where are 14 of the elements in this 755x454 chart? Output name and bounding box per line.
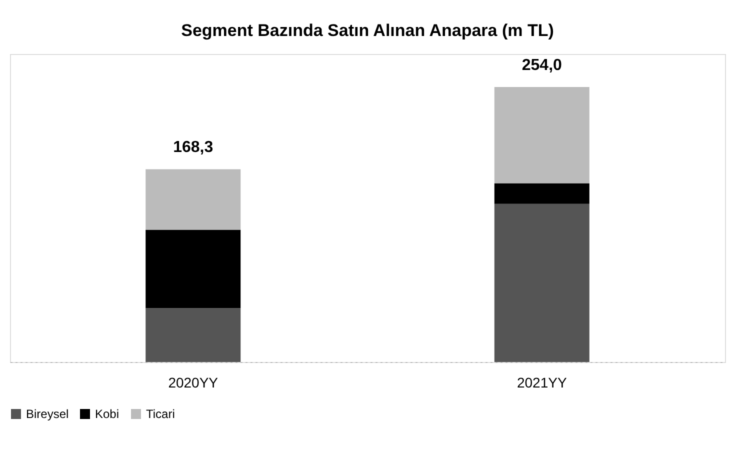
bar [146, 308, 241, 362]
legend-label: Ticari [146, 407, 175, 421]
bar [494, 183, 590, 204]
legend-label: Bireysel [26, 407, 69, 421]
bar [494, 87, 590, 184]
bar [146, 169, 241, 230]
x-tick-label: 2020YY [168, 374, 219, 390]
x-tick-label: 2021YY [516, 374, 568, 390]
annotation: 254,0 [522, 57, 562, 74]
legend-label: Kobi [95, 407, 120, 421]
annotation: 168,3 [173, 139, 214, 156]
bar [494, 204, 590, 362]
chart-title: Segment Bazında Satın Alınan Anapara (m TL) [181, 21, 554, 40]
bar [146, 230, 241, 308]
